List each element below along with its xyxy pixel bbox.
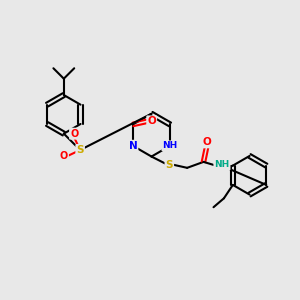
Text: O: O: [147, 116, 156, 127]
Text: NH: NH: [162, 141, 178, 150]
Text: S: S: [166, 160, 173, 170]
Text: O: O: [60, 151, 68, 161]
Text: S: S: [76, 145, 84, 155]
Text: O: O: [202, 137, 211, 147]
Text: O: O: [70, 129, 78, 139]
Text: NH: NH: [214, 160, 230, 169]
Text: N: N: [129, 141, 137, 151]
